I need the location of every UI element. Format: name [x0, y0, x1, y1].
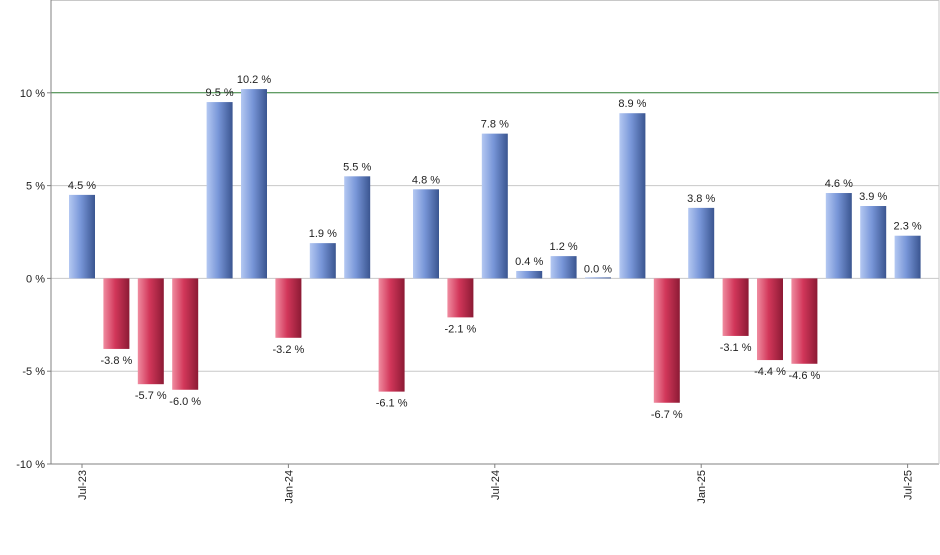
data-label-Oct-23: -6.0 % — [169, 396, 201, 408]
bar-May-25 — [825, 193, 852, 279]
bar-Jul-24 — [481, 133, 508, 279]
bar-Jun-25 — [860, 206, 887, 279]
bar-Sep-24 — [550, 256, 577, 279]
bars — [69, 89, 921, 403]
bar-May-24 — [413, 189, 439, 279]
x-tick-label: Jul-24 — [490, 470, 502, 500]
data-label-Aug-24: 0.4 % — [515, 256, 543, 268]
data-label-Jan-24: -3.2 % — [273, 344, 305, 356]
y-tick-label: 10 % — [20, 88, 45, 100]
data-label-Apr-25: -4.6 % — [789, 370, 821, 382]
bar-Feb-24 — [309, 243, 336, 279]
data-label-Aug-23: -3.8 % — [101, 355, 133, 367]
data-label-Apr-24: -6.1 % — [376, 398, 408, 410]
bar-Mar-25 — [757, 278, 783, 361]
x-tick-label: Jul-25 — [903, 470, 915, 500]
bar-Mar-24 — [344, 176, 371, 279]
data-label-Jul-25: 2.3 % — [894, 221, 922, 233]
data-label-Jul-24: 7.8 % — [481, 119, 509, 131]
data-label-Mar-24: 5.5 % — [343, 161, 371, 173]
bar-Oct-24 — [585, 277, 611, 279]
bar-Jul-25 — [894, 235, 921, 279]
data-label-Sep-23: -5.7 % — [135, 390, 167, 402]
data-label-Sep-24: 1.2 % — [550, 241, 578, 253]
bar-Jan-25 — [688, 207, 715, 279]
data-label-May-25: 4.6 % — [825, 178, 853, 190]
data-label-Dec-24: -6.7 % — [651, 409, 683, 421]
y-tick-label: 0 % — [26, 273, 45, 285]
x-tick-label: Jul-23 — [77, 470, 89, 500]
data-label-Feb-24: 1.9 % — [309, 228, 337, 240]
bar-Jun-24 — [447, 278, 474, 318]
data-label-May-24: 4.8 % — [412, 174, 440, 186]
bar-Jul-23 — [69, 194, 95, 279]
data-label-Jun-25: 3.9 % — [859, 191, 887, 203]
y-tick-label: -10 % — [16, 459, 45, 471]
bar-Apr-25 — [791, 278, 818, 364]
x-tick-label: Jan-25 — [696, 470, 708, 504]
bar-Nov-24 — [619, 113, 646, 279]
bar-Aug-24 — [516, 270, 543, 279]
data-label-Feb-25: -3.1 % — [720, 342, 752, 354]
bar-Oct-23 — [172, 278, 199, 390]
bar-Aug-23 — [103, 278, 130, 349]
data-label-Jan-25: 3.8 % — [687, 193, 715, 205]
y-tick-label: -5 % — [22, 366, 45, 378]
bar-Nov-23 — [206, 102, 233, 279]
bar-Sep-23 — [137, 278, 164, 385]
data-label-Oct-24: 0.0 % — [584, 263, 612, 275]
data-label-Nov-23: 9.5 % — [206, 87, 234, 99]
x-tick-label: Jan-24 — [283, 470, 295, 504]
data-label-Jul-23: 4.5 % — [68, 180, 96, 192]
bar-Jan-24 — [275, 278, 302, 338]
data-labels: 4.5 % -3.8 % -5.7 % -6.0 % 9.5 %10.2 % -3.2 %… — [68, 74, 922, 421]
data-label-Mar-25: -4.4 % — [754, 366, 786, 378]
bar-Feb-25 — [722, 278, 749, 336]
bar-Apr-24 — [378, 278, 405, 392]
bar-Dec-23 — [241, 89, 267, 279]
bar-Dec-24 — [653, 278, 680, 403]
data-label-Dec-23: 10.2 % — [237, 74, 271, 86]
data-label-Nov-24: 8.9 % — [618, 98, 646, 110]
data-label-Jun-24: -2.1 % — [445, 323, 477, 335]
y-tick-label: 5 % — [26, 181, 45, 193]
axes: -10 % -5 % 0 % 5 % 10 % Jul-23 Jan-24 Jul-24 Jan… — [16, 0, 940, 504]
